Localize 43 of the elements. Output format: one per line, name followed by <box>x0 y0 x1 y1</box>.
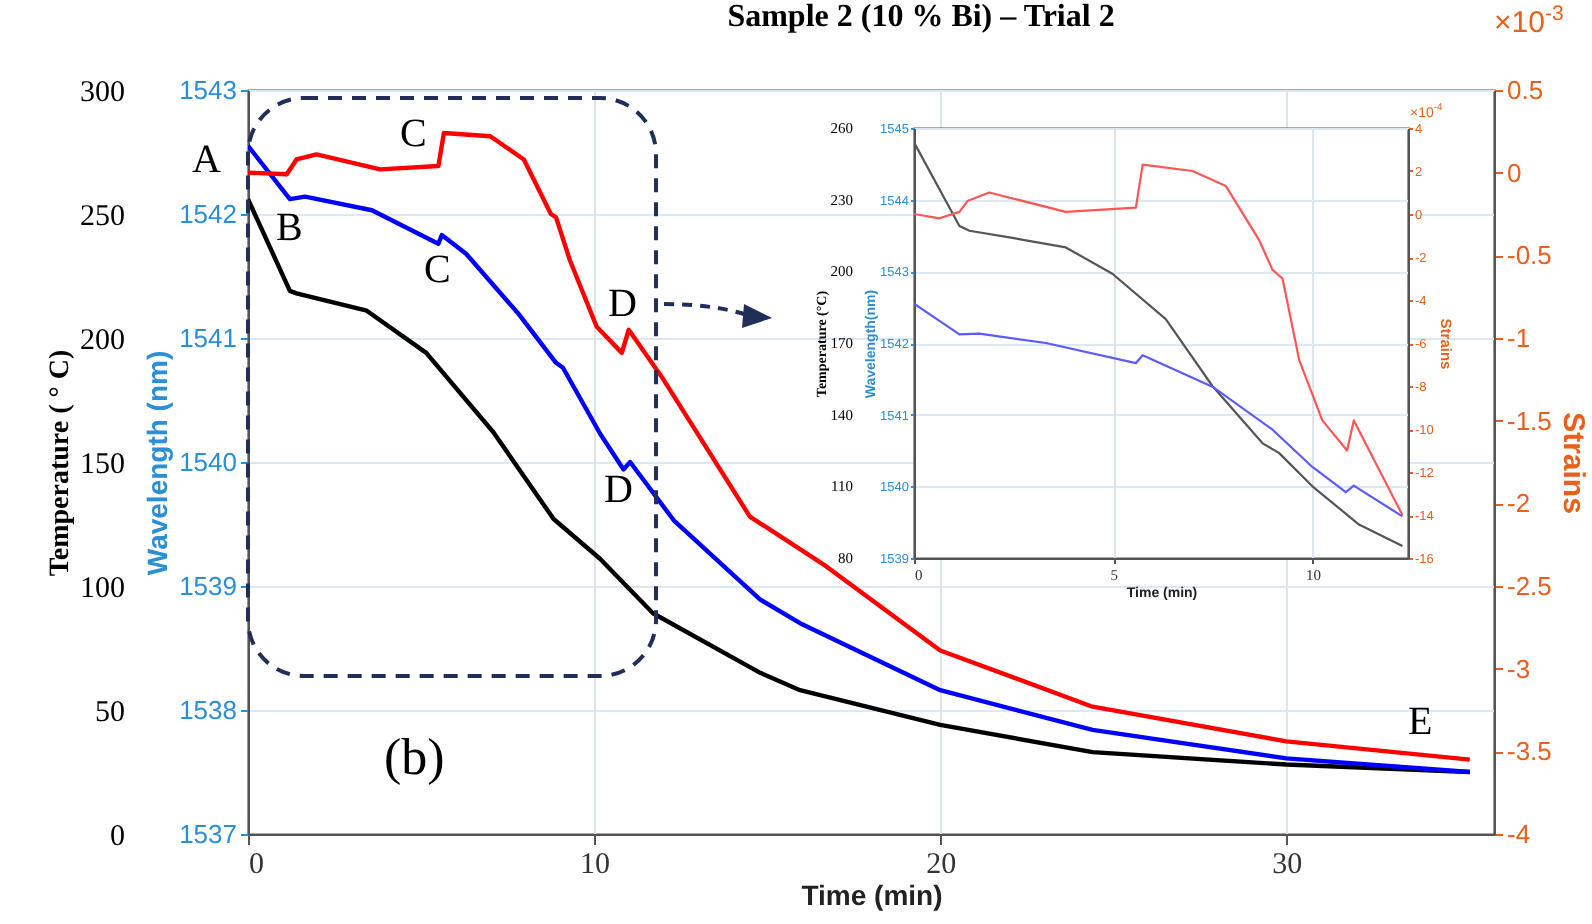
y-axis-title: Temperature ( ° C) <box>46 349 76 577</box>
y2-tick-label: 1540 <box>179 447 237 477</box>
x-tick-label: 20 <box>926 849 957 881</box>
y-tick-label: 200 <box>80 325 125 357</box>
y-tick-label: 100 <box>80 573 125 605</box>
y2-axis-title: Wavelength (nm) <box>141 350 174 576</box>
y-tick-label: 300 <box>80 77 125 109</box>
y3-tick-label: -0.5 <box>1507 240 1552 271</box>
y-tick-label: 50 <box>95 697 125 729</box>
y3-tick-label: -1.5 <box>1507 405 1552 436</box>
y3-tick-label: 0.5 <box>1507 75 1544 105</box>
line-series <box>914 302 1404 518</box>
y2-tick-label: 1542 <box>179 199 237 229</box>
y-tick-label: 250 <box>80 201 125 233</box>
y-tick-label: 0 <box>110 821 125 853</box>
y-tick-label: 150 <box>80 449 125 481</box>
y2-tick-label: 1538 <box>179 695 237 725</box>
chart-title: Sample 2 (10 % Bi) – Trial 2 <box>727 0 1115 34</box>
annotation: C <box>400 112 427 156</box>
y3-tick-label: -2.5 <box>1507 571 1552 601</box>
x-axis-title: Time (min) <box>801 879 943 911</box>
x-tick-label: 30 <box>1272 849 1303 881</box>
annotation: C <box>424 248 451 292</box>
annotation: B <box>276 206 303 250</box>
y3-tick-label: -4 <box>1507 819 1531 849</box>
annotation: E <box>1408 700 1433 744</box>
text: A <box>192 138 221 182</box>
text: ×10$^{-3}$ <box>1494 2 1564 40</box>
y2-tick-label: 1541 <box>179 323 237 353</box>
annotation: (b) <box>384 728 445 786</box>
x-tick-label: 10 <box>580 849 611 881</box>
annotation: D <box>608 282 637 326</box>
y3-axis-title: Strains <box>1555 412 1590 514</box>
y3-tick-label: -3 <box>1507 653 1531 684</box>
y2-tick-label: 1537 <box>179 819 237 849</box>
y3-tick-label: -3.5 <box>1507 736 1552 767</box>
annotation: D <box>604 468 633 512</box>
y2-tick-label: 1539 <box>179 571 237 601</box>
y3-tick-label: 0 <box>1507 157 1522 188</box>
x-tick-label: 0 <box>249 849 264 881</box>
y3-tick-label: -2 <box>1507 488 1531 519</box>
y2-tick-label: 1543 <box>179 75 237 105</box>
y3-tick-label: -1 <box>1507 323 1531 353</box>
